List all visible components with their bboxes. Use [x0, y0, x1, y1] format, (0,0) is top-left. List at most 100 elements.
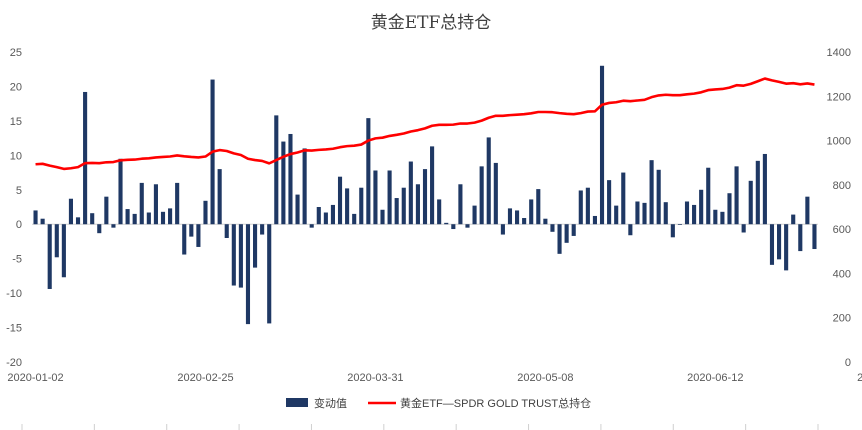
bar — [713, 209, 718, 225]
bar — [585, 187, 590, 225]
bar — [592, 215, 597, 225]
bar — [295, 194, 300, 225]
left-tick-label: 5 — [16, 185, 22, 197]
bar — [699, 189, 704, 225]
bar — [472, 205, 477, 225]
bar — [458, 184, 463, 225]
bar — [153, 184, 158, 225]
bar — [543, 218, 548, 225]
right-tick-label: 1000 — [827, 136, 851, 148]
bar — [47, 224, 52, 289]
x-tick-label: 2020-03-31 — [347, 372, 403, 384]
bar — [536, 189, 541, 225]
bar — [260, 224, 265, 235]
bar — [451, 224, 456, 230]
bar — [83, 91, 88, 225]
bar — [146, 212, 151, 225]
left-tick-label: -20 — [6, 357, 22, 369]
right-tick-label: 400 — [833, 268, 851, 280]
bar — [599, 65, 605, 225]
bar — [677, 224, 682, 225]
bar — [486, 137, 491, 225]
bar — [748, 180, 753, 225]
bar — [706, 167, 711, 225]
bar — [68, 198, 73, 225]
left-tick-label: -5 — [12, 254, 22, 266]
bar — [61, 224, 66, 278]
bar — [692, 204, 697, 225]
bar — [274, 115, 279, 225]
x-tick-label: 2020-02-25 — [177, 372, 233, 384]
left-axis-ticks: -20 -15 -10 -5 0 5 10 15 20 25 — [6, 47, 22, 369]
bar — [635, 201, 640, 225]
bar — [791, 214, 796, 225]
bar — [309, 224, 314, 228]
bar — [90, 213, 95, 225]
x-tick-label: 2020-01-02 — [7, 372, 63, 384]
chart-title: 黄金ETF总持仓 — [371, 13, 492, 33]
bar — [97, 224, 102, 234]
left-tick-label: 20 — [10, 81, 22, 93]
bar — [734, 166, 739, 225]
bar — [330, 204, 335, 225]
bar — [422, 169, 428, 225]
bar — [132, 213, 137, 225]
right-tick-label: 800 — [833, 180, 851, 192]
bar — [741, 224, 746, 233]
bar — [649, 160, 654, 225]
bar — [245, 224, 251, 325]
bar — [182, 224, 187, 255]
bar — [196, 224, 201, 247]
bar — [217, 169, 222, 225]
bar-series — [33, 65, 817, 325]
left-tick-label: 10 — [10, 150, 22, 162]
bar — [621, 172, 626, 225]
bar — [104, 196, 109, 225]
bar — [805, 196, 810, 225]
bar — [203, 200, 208, 225]
right-tick-label: 200 — [833, 313, 851, 325]
bar — [224, 224, 229, 238]
bar — [288, 133, 293, 225]
bar — [444, 222, 449, 225]
bar — [238, 224, 243, 288]
bar — [812, 224, 817, 250]
right-tick-label: 1200 — [827, 91, 851, 103]
bar — [111, 224, 116, 228]
bar — [656, 169, 661, 225]
bar — [75, 217, 81, 225]
bar — [437, 199, 442, 225]
bar — [614, 205, 619, 225]
right-tick-label: 0 — [845, 357, 851, 369]
bar — [33, 210, 38, 225]
bar — [663, 202, 668, 225]
bar — [684, 201, 690, 225]
bar — [40, 218, 45, 225]
bar — [323, 212, 328, 225]
right-tick-label: 600 — [833, 224, 851, 236]
bar — [628, 224, 633, 236]
bar — [281, 141, 286, 225]
bar — [769, 224, 775, 265]
bar — [777, 224, 782, 260]
bar — [160, 211, 166, 225]
legend-swatch-bar — [286, 398, 308, 407]
bar — [607, 180, 612, 225]
legend-label-line: 黄金ETF—SPDR GOLD TRUST总持仓 — [400, 396, 591, 410]
bar — [784, 224, 789, 271]
bar — [231, 224, 236, 286]
bar — [465, 224, 470, 228]
bar — [345, 188, 350, 225]
x-tick-label: 2020-07-27 — [857, 372, 862, 384]
bottom-tick-marks — [21, 424, 819, 430]
bar — [550, 224, 555, 232]
bar — [302, 148, 307, 225]
line-series-holdings — [35, 77, 815, 171]
bar — [54, 224, 59, 258]
bar — [387, 170, 392, 225]
bar — [189, 224, 194, 237]
bar — [394, 198, 399, 225]
bar — [571, 224, 576, 236]
bar — [415, 184, 420, 225]
left-tick-label: 0 — [16, 219, 22, 231]
